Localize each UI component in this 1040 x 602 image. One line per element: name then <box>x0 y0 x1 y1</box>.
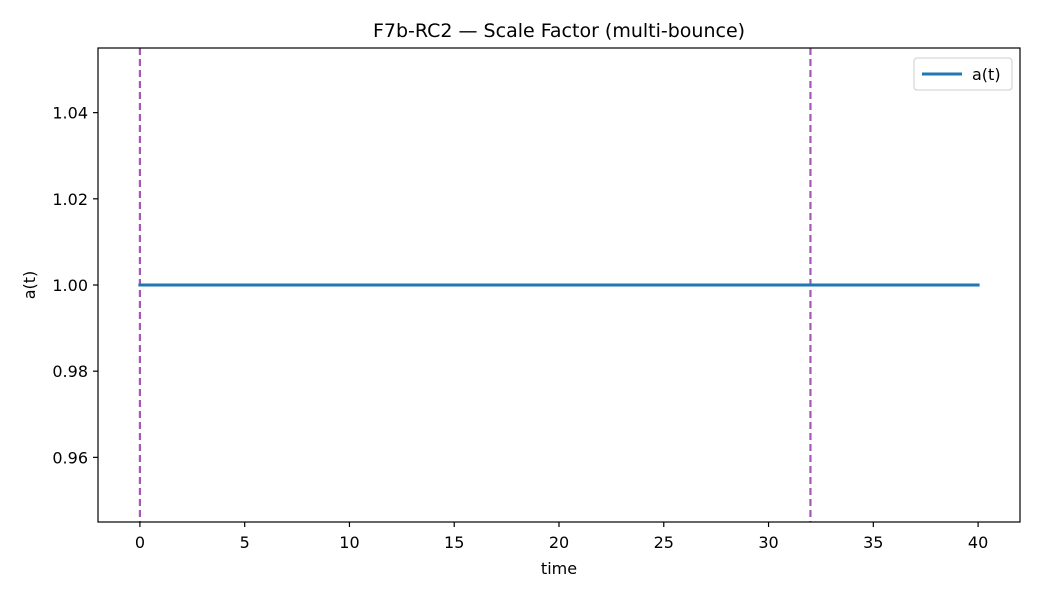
legend-box <box>913 57 1013 91</box>
y-tick-label-4: 1.04 <box>52 104 88 123</box>
legend-label-0: a(t) <box>972 65 1001 84</box>
x-tick-label-0: 0 <box>135 533 145 552</box>
x-tick-label-2: 10 <box>339 533 359 552</box>
y-tick-label-3: 1.02 <box>52 190 88 209</box>
legend: a(t) <box>913 57 1013 91</box>
chart-title: F7b-RC2 — Scale Factor (multi-bounce) <box>373 20 745 42</box>
x-axis-ticks: 0 5 10 15 20 25 30 35 40 <box>135 522 988 552</box>
x-tick-label-1: 5 <box>240 533 250 552</box>
x-tick-label-7: 35 <box>863 533 883 552</box>
x-tick-label-4: 20 <box>549 533 569 552</box>
plot-area <box>97 47 1021 523</box>
x-tick-label-8: 40 <box>968 533 988 552</box>
x-tick-label-5: 25 <box>654 533 674 552</box>
y-tick-label-1: 0.98 <box>52 362 88 381</box>
x-tick-label-6: 30 <box>758 533 778 552</box>
y-tick-label-0: 0.96 <box>52 448 88 467</box>
x-tick-label-3: 15 <box>444 533 464 552</box>
y-axis-label: a(t) <box>20 271 39 300</box>
x-axis-label: time <box>541 559 577 578</box>
y-tick-label-2: 1.00 <box>52 276 88 295</box>
y-axis-ticks: 0.96 0.98 1.00 1.02 1.04 <box>52 104 98 467</box>
